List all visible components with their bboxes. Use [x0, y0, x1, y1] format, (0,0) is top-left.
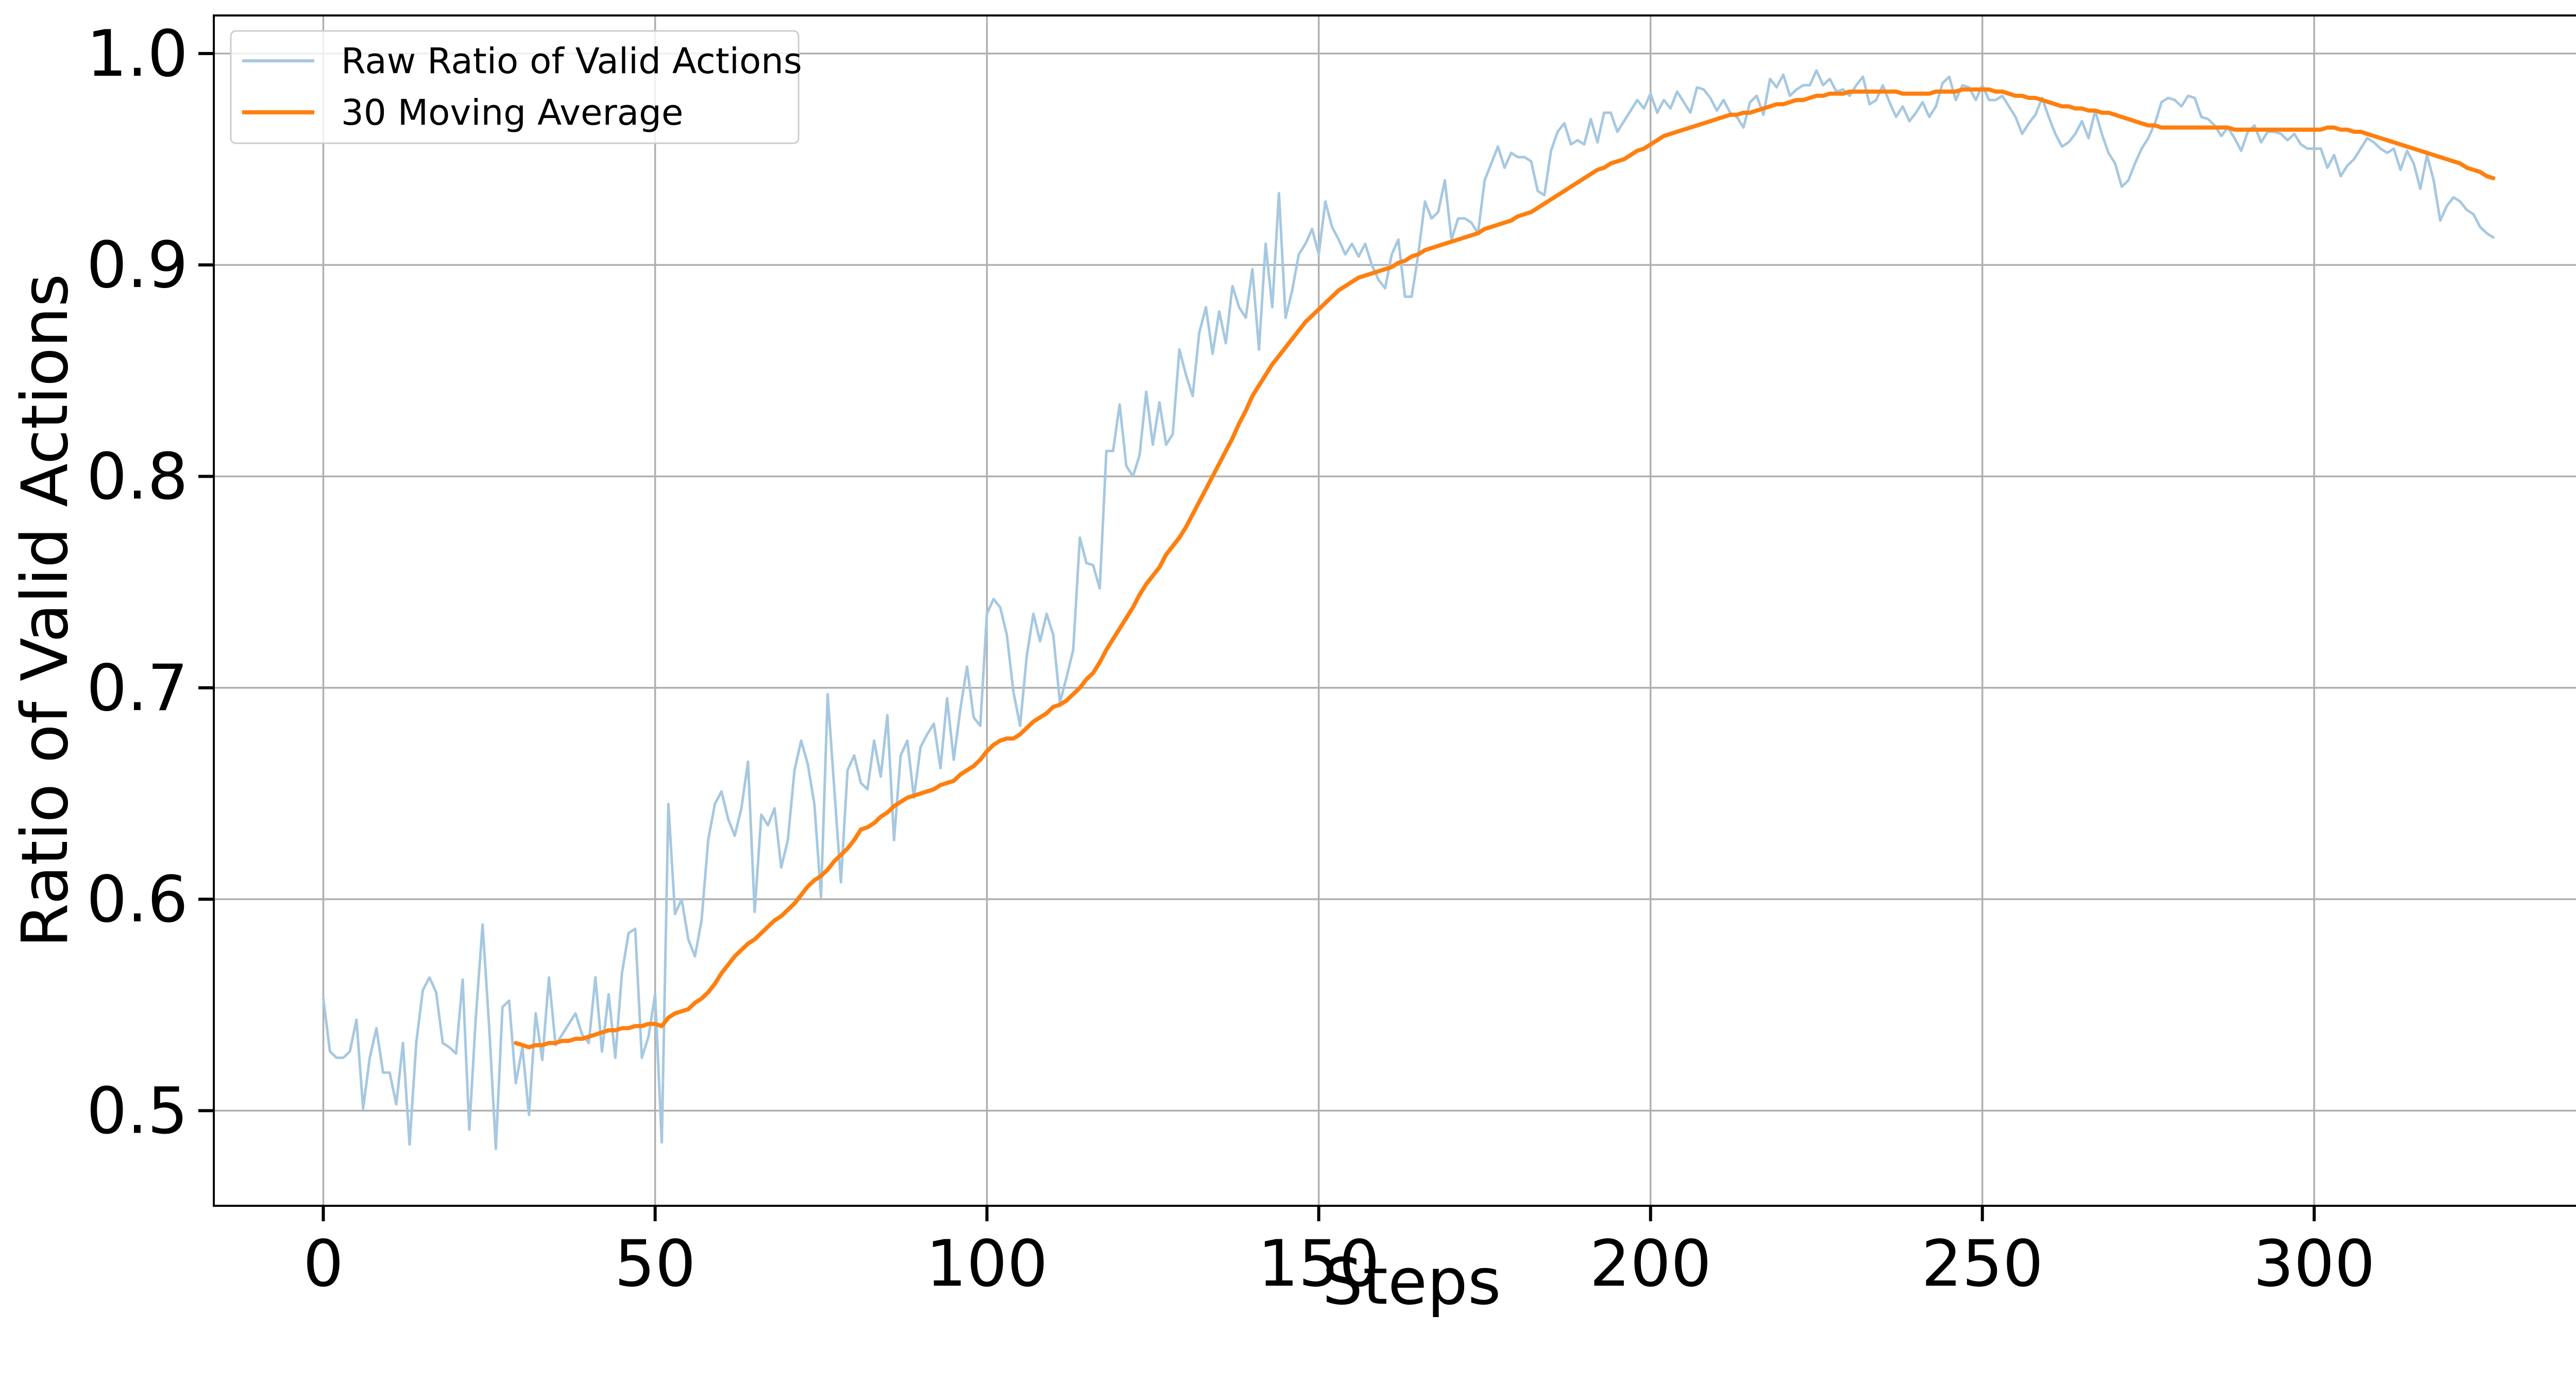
- plot-frame: [213, 14, 2576, 1207]
- legend-box: [230, 30, 800, 144]
- y-axis-label: Ratio of Valid Actions: [8, 274, 82, 948]
- y-tick-label: 0.8: [87, 440, 188, 514]
- series-line-raw: [322, 69, 2495, 1150]
- y-tick-label: 0.6: [87, 863, 188, 937]
- legend-label-moving-average: 30 Moving Average: [341, 92, 683, 133]
- x-tick-label: 150: [1258, 1227, 1380, 1301]
- x-tick-label: 250: [1921, 1227, 2043, 1301]
- y-tick-label: 1.0: [87, 17, 188, 91]
- legend: Raw Ratio of Valid Actions 30 Moving Ave…: [230, 30, 802, 144]
- x-axis-label: Steps: [1323, 1245, 1501, 1319]
- y-tick-label: 0.9: [87, 228, 188, 302]
- x-tick-label: 0: [303, 1227, 344, 1301]
- y-tick-label: 0.7: [87, 651, 188, 726]
- grid: [214, 15, 2576, 1206]
- series-layer: [322, 69, 2496, 1150]
- x-tick-label: 300: [2253, 1227, 2375, 1301]
- x-tick-label: 200: [1589, 1227, 1711, 1301]
- axis-ticks: 0 50 100 150 200 250 300 0.5 0.6 0.7 0.8 0.9 1.0: [87, 17, 2375, 1301]
- x-tick-label: 50: [615, 1227, 696, 1301]
- x-tick-label: 100: [926, 1227, 1048, 1301]
- y-tick-label: 0.5: [87, 1074, 188, 1148]
- legend-label-raw: Raw Ratio of Valid Actions: [341, 41, 802, 82]
- series-line-moving-average: [514, 87, 2496, 1050]
